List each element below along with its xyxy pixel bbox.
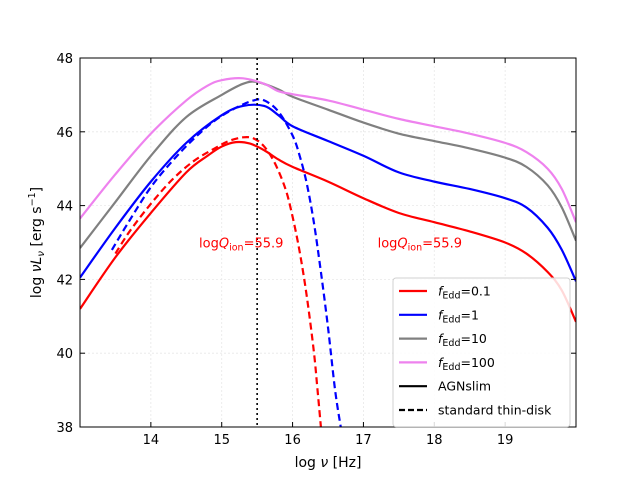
annotation-qion: logQion=55.9	[378, 237, 462, 254]
legend-label-sub: Edd	[442, 338, 460, 349]
y-axis-label-sub: ν	[36, 251, 47, 257]
x-tick-label: 14	[143, 433, 160, 448]
legend-label-sub: Edd	[442, 362, 460, 373]
x-tick-label: 15	[213, 433, 230, 448]
legend-label-f: f	[438, 355, 444, 370]
legend-label-f: f	[438, 331, 444, 346]
y-tick-label: 40	[56, 347, 73, 362]
annotation-subscript: ion	[229, 243, 243, 254]
legend-label: AGNslim	[438, 379, 491, 394]
y-axis-label-l: L	[29, 257, 45, 265]
legend-label: fEdd=100	[438, 355, 495, 373]
series-group	[80, 77, 576, 427]
annotation-value: =55.9	[244, 237, 284, 252]
legend-label-value: =100	[460, 355, 494, 370]
x-axis-label: log ν [Hz]	[295, 455, 362, 471]
legend-label-value: =1	[460, 307, 478, 322]
annotations: logQion=55.9 logQion=55.9	[199, 237, 462, 254]
legend-label-text: AGNslim	[438, 379, 491, 394]
x-tick-label: 17	[355, 433, 372, 448]
legend: fEdd=0.1fEdd=1fEdd=10fEdd=100AGNslimstan…	[392, 277, 571, 428]
annotation-symbol: Q	[219, 237, 229, 252]
legend-label-value: =0.1	[460, 284, 490, 299]
series-line-thin-disk-1	[110, 98, 342, 427]
x-tick-label: 19	[497, 433, 514, 448]
y-axis-label-nu: ν	[29, 264, 45, 272]
series-line-agnslim-100	[80, 77, 576, 223]
y-tick-label: 48	[56, 52, 73, 67]
annotation-prefix: log	[199, 237, 219, 252]
plot-frame	[79, 57, 577, 428]
axis-labels: log ν [Hz]log νLν [erg s−1]	[27, 187, 361, 471]
legend-box	[392, 277, 571, 428]
y-axis-label: log νLν [erg s−1]	[27, 187, 47, 298]
legend-label-sub: Edd	[442, 314, 460, 325]
legend-label: fEdd=10	[438, 331, 487, 349]
annotation-subscript: ion	[408, 243, 422, 254]
legend-label-value: =10	[460, 331, 486, 346]
y-axis-label-exp: −1	[27, 192, 38, 206]
annotation-value: =55.9	[422, 237, 462, 252]
x-tick-label: 16	[284, 433, 301, 448]
y-axis-label-pre: log	[29, 272, 45, 298]
x-tick-label: 18	[426, 433, 443, 448]
grid	[80, 58, 576, 427]
x-axis-label-pre: log	[295, 455, 321, 471]
y-axis-label-unit: [erg s	[29, 206, 45, 251]
y-axis-label-close: ]	[29, 187, 45, 192]
x-axis-label-post: [Hz]	[328, 455, 361, 471]
series-line-agnslim-1	[80, 103, 576, 282]
series-line-thin-disk-0p1	[114, 135, 323, 427]
x-axis-label-sym: ν	[320, 455, 328, 471]
annotation-prefix: log	[378, 237, 398, 252]
legend-label-sub: Edd	[442, 291, 460, 302]
legend-label: standard thin-disk	[438, 403, 552, 418]
legend-label-f: f	[438, 284, 444, 299]
y-tick-label: 46	[56, 126, 73, 141]
series-line-agnslim-10	[80, 80, 576, 249]
y-tick-label: 38	[56, 421, 73, 436]
axis-ticks: 14 15 16 17 18 19 38 40 42 44 46 48	[56, 52, 576, 448]
series-line-agnslim-0p1	[80, 140, 576, 323]
legend-label-f: f	[438, 307, 444, 322]
y-tick-label: 44	[56, 200, 73, 215]
annotation-qion: logQion=55.9	[199, 237, 283, 254]
annotation-symbol: Q	[397, 237, 407, 252]
legend-label: fEdd=1	[438, 307, 479, 325]
y-tick-label: 42	[56, 273, 73, 288]
legend-label: fEdd=0.1	[438, 284, 491, 302]
legend-label-text: standard thin-disk	[438, 403, 552, 418]
